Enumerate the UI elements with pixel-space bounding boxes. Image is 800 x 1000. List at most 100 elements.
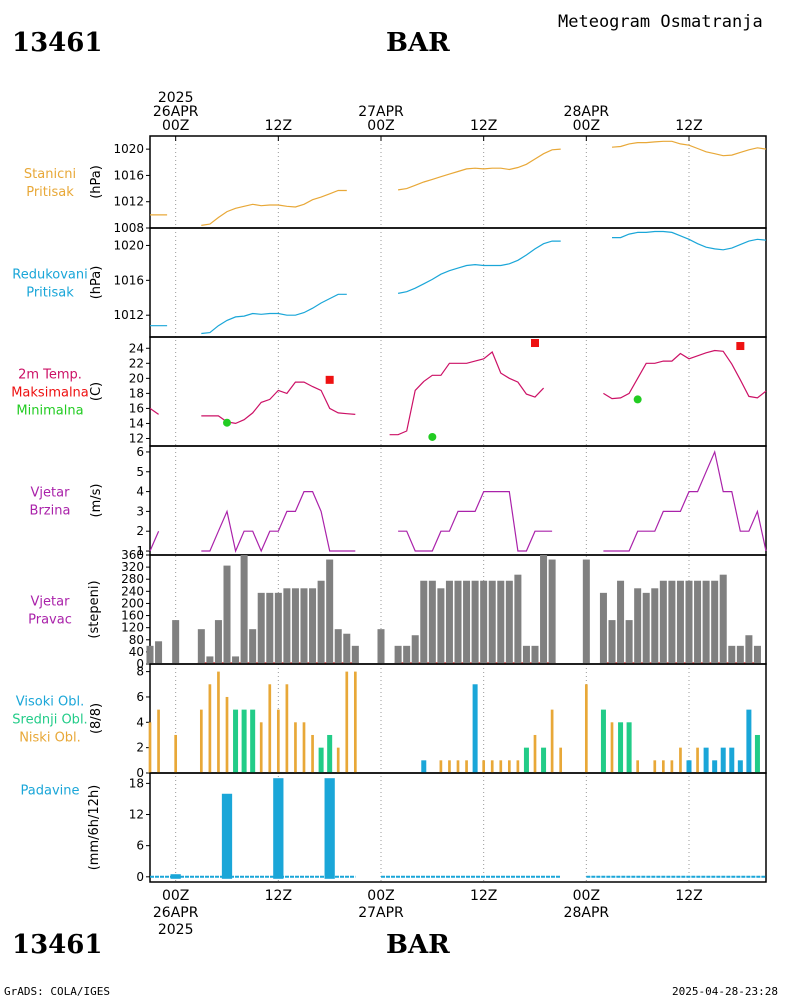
dir-bar-5 (214, 620, 222, 664)
dir-bar-46 (625, 620, 633, 664)
top-time-label-0-1: 26APR (153, 104, 199, 120)
cloud-bar-low-3 (199, 709, 203, 773)
ytick-label-station_pressure-0: 1008 (113, 221, 144, 235)
ylabel-precipitation: (mm/6h/12h) (87, 785, 102, 871)
cloud-bar-low-24 (448, 760, 451, 773)
series-line-reduced_pressure-3 (612, 230, 767, 251)
cloud-bar-low-1 (157, 709, 160, 773)
dir-bar-43 (599, 592, 607, 664)
dir-bar-42 (582, 559, 590, 664)
dir-bar-47 (634, 588, 642, 664)
bottom-time-label-2-1: 27APR (358, 905, 404, 921)
dir-bar-58 (728, 645, 736, 664)
dir-bar-53 (685, 580, 693, 664)
series-line-station_pressure-3 (611, 140, 767, 157)
dir-bar-39 (531, 645, 539, 664)
tmax-marker-0 (325, 375, 334, 384)
cloud-bar-mid-17 (318, 747, 324, 773)
ytick-label-temperature-1: 14 (129, 416, 144, 430)
cloud-bar-low-32 (516, 760, 520, 773)
ytick-label-reduced_pressure-1: 1016 (113, 273, 144, 287)
dir-bar-17 (317, 580, 325, 664)
dir-bar-45 (617, 580, 625, 664)
panel-label-temperature-0: 2m Temp. (18, 368, 82, 383)
ytick-label-precipitation-1: 6 (136, 839, 144, 853)
dir-bar-52 (676, 580, 684, 664)
dir-bar-55 (702, 580, 710, 664)
cloud-bar-low-15 (302, 722, 306, 773)
ytick-label-clouds-1: 2 (136, 741, 144, 755)
dir-bar-19 (334, 629, 342, 664)
tmin-marker-1 (428, 432, 437, 441)
dir-bar-23 (394, 645, 402, 664)
ylabel-temperature: (C) (89, 382, 104, 401)
panel-label-wind_speed-1: Brzina (30, 504, 71, 519)
dir-bar-2 (172, 620, 180, 664)
series-line-reduced_pressure-1 (201, 293, 347, 335)
cloud-bar-low-21 (353, 671, 357, 773)
ylabel-wind_direction: (stepeni) (87, 580, 102, 638)
cloud-bar-low-37 (559, 747, 563, 773)
precip-bar-2 (273, 778, 284, 879)
bottom-time-label-5-0: 12Z (675, 888, 702, 904)
cloud-bar-low-23 (439, 760, 443, 773)
dir-bar-27 (428, 580, 436, 664)
ytick-label-clouds-2: 4 (136, 715, 144, 729)
cloud-bar-low-10 (259, 722, 263, 773)
cloud-bar-high-51 (712, 760, 718, 773)
series-line-wind_speed-2 (398, 491, 553, 552)
cloud-bar-low-13 (285, 684, 289, 773)
ytick-label-temperature-2: 16 (129, 401, 144, 415)
ytick-label-wind_direction-2: 80 (129, 633, 144, 647)
series-line-station_pressure-2 (398, 148, 561, 191)
panel-label-reduced_pressure-1: Pritisak (26, 286, 74, 301)
panel-label-temperature-1: Maksimalna (11, 386, 89, 401)
ytick-label-temperature-3: 18 (129, 386, 144, 400)
station-name-bottom: BAR (386, 930, 450, 960)
ytick-label-wind_speed-5: 6 (136, 445, 144, 459)
dir-bar-10 (257, 592, 265, 664)
dir-bar-34 (488, 580, 496, 664)
dir-bar-37 (514, 574, 522, 664)
bottom-time-label-0-2: 2025 (158, 922, 194, 938)
cloud-bar-low-47 (679, 747, 682, 773)
cloud-bar-low-44 (653, 760, 657, 773)
ytick-label-clouds-3: 6 (136, 690, 144, 704)
station-id-top: 13461 (12, 28, 103, 58)
cloud-bar-high-53 (729, 747, 735, 773)
tmax-marker-1 (531, 339, 539, 348)
ylabel-clouds: (8/8) (89, 703, 104, 734)
dir-bar-50 (659, 580, 667, 664)
series-line-temperature-0 (149, 407, 159, 415)
dir-bar-3 (197, 629, 205, 664)
cloud-bar-low-46 (670, 760, 674, 773)
dir-bar-1 (155, 641, 163, 664)
ytick-label-wind_speed-2: 3 (136, 504, 144, 518)
top-time-label-0-2: 00Z (162, 118, 189, 134)
series-line-station_pressure-1 (201, 189, 347, 226)
dir-bar-31 (463, 580, 471, 664)
top-time-label-0-0: 2025 (158, 90, 194, 106)
panel-label-reduced_pressure-0: Redukovani (12, 268, 87, 283)
ytick-label-wind_direction-8: 320 (121, 560, 144, 574)
cloud-bar-mid-18 (327, 734, 333, 773)
ytick-label-precipitation-2: 12 (129, 808, 144, 822)
series-line-temperature-3 (603, 349, 767, 400)
ytick-label-temperature-4: 20 (129, 371, 144, 385)
ytick-label-reduced_pressure-2: 1020 (113, 238, 144, 252)
precip-bar-0 (170, 874, 181, 879)
cloud-bar-low-12 (276, 709, 280, 773)
dir-bar-7 (232, 656, 240, 664)
top-time-label-5-0: 12Z (675, 118, 702, 134)
ytick-label-station_pressure-1: 1012 (113, 195, 144, 209)
ytick-label-temperature-5: 22 (129, 356, 144, 370)
precip-bar-1 (221, 793, 233, 879)
dir-bar-25 (411, 635, 419, 664)
dir-bar-13 (283, 588, 291, 664)
dir-bar-28 (437, 588, 445, 664)
top-time-label-1-0: 12Z (265, 118, 292, 134)
cloud-bar-mid-41 (618, 722, 624, 773)
ytick-label-temperature-6: 24 (129, 341, 144, 355)
bottom-time-label-1-0: 12Z (265, 888, 292, 904)
panel-frame-temperature (149, 336, 767, 447)
